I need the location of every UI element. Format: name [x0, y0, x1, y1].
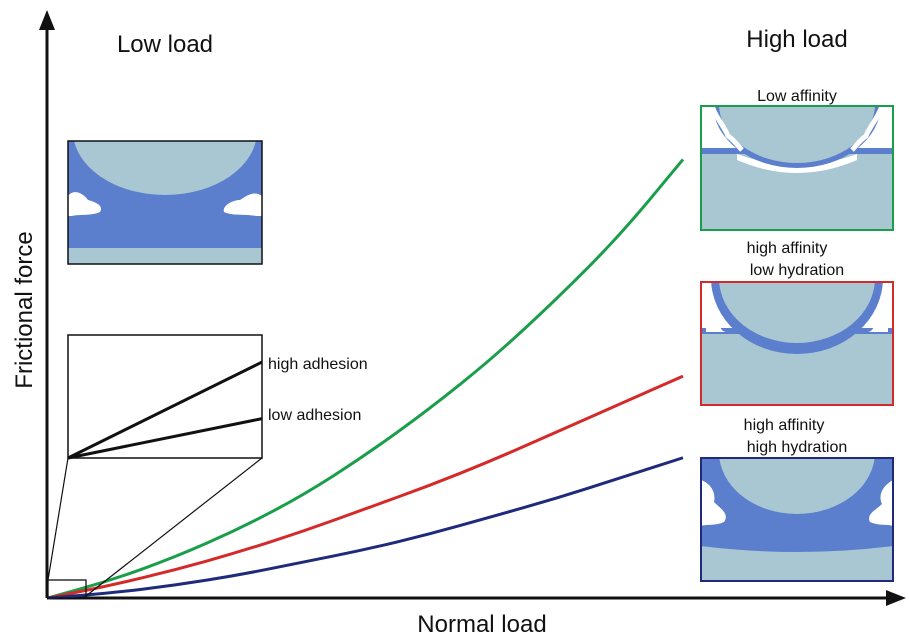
high-hydration-label-2: high hydration: [747, 439, 848, 456]
zoom-connector-top: [47, 457, 69, 581]
series-layer: [47, 158, 685, 600]
zoom-box: [47, 579, 87, 599]
y-axis-label: Frictional force: [11, 231, 38, 388]
low-affinity-panel: [700, 105, 894, 231]
low-load-panel: [67, 140, 263, 265]
high-load-title: High load: [746, 26, 847, 53]
series-line-1: [47, 374, 684, 600]
inset-line-1: [67, 417, 263, 460]
x-axis-arrow: [886, 590, 906, 606]
low-affinity-label: Low affinity: [757, 88, 837, 105]
low-hydration-panel: [700, 281, 894, 406]
inset-layer: [67, 360, 263, 460]
low-adhesion-label: low adhesion: [268, 407, 361, 424]
high-hydration-panel: [700, 457, 894, 582]
inset-line-0: [67, 360, 263, 460]
low-hydration-label-2: low hydration: [750, 262, 844, 279]
zoom-connector-bottom: [85, 457, 263, 597]
high-adhesion-label: high adhesion: [268, 356, 368, 373]
series-line-0: [47, 158, 685, 600]
low-load-title: Low load: [117, 31, 213, 58]
high-hydration-label-1: high affinity: [744, 417, 825, 434]
y-axis-arrow: [39, 10, 55, 30]
x-axis-label: Normal load: [417, 611, 546, 637]
series-line-2: [47, 456, 684, 600]
low-hydration-label-1: high affinity: [747, 240, 828, 257]
